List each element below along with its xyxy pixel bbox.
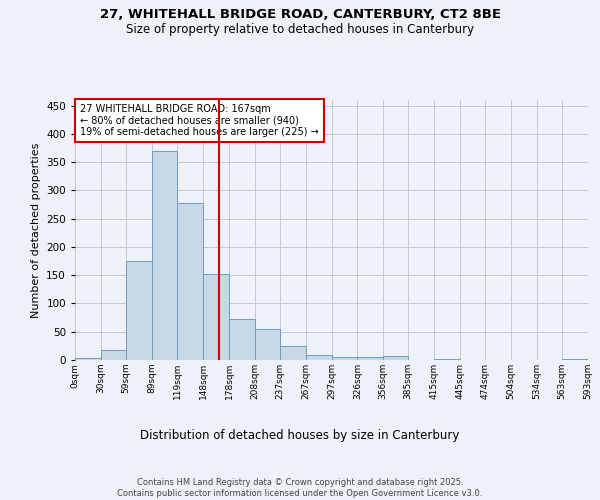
Bar xyxy=(358,356,383,360)
Bar xyxy=(280,346,306,360)
Bar xyxy=(383,356,408,360)
Text: Contains HM Land Registry data © Crown copyright and database right 2025.
Contai: Contains HM Land Registry data © Crown c… xyxy=(118,478,482,498)
Bar xyxy=(229,318,254,360)
Bar xyxy=(101,350,126,360)
Y-axis label: Number of detached properties: Number of detached properties xyxy=(31,142,41,318)
Bar xyxy=(306,355,332,360)
Bar xyxy=(332,356,358,360)
Bar xyxy=(152,151,177,360)
Text: 27 WHITEHALL BRIDGE ROAD: 167sqm
← 80% of detached houses are smaller (940)
19% : 27 WHITEHALL BRIDGE ROAD: 167sqm ← 80% o… xyxy=(80,104,319,137)
Bar xyxy=(203,274,229,360)
Bar xyxy=(434,359,460,360)
Text: 27, WHITEHALL BRIDGE ROAD, CANTERBURY, CT2 8BE: 27, WHITEHALL BRIDGE ROAD, CANTERBURY, C… xyxy=(100,8,500,20)
Bar xyxy=(126,260,152,360)
Bar xyxy=(75,358,101,360)
Text: Distribution of detached houses by size in Canterbury: Distribution of detached houses by size … xyxy=(140,428,460,442)
Text: Size of property relative to detached houses in Canterbury: Size of property relative to detached ho… xyxy=(126,22,474,36)
Bar xyxy=(177,203,203,360)
Bar xyxy=(254,330,280,360)
Bar xyxy=(562,359,588,360)
